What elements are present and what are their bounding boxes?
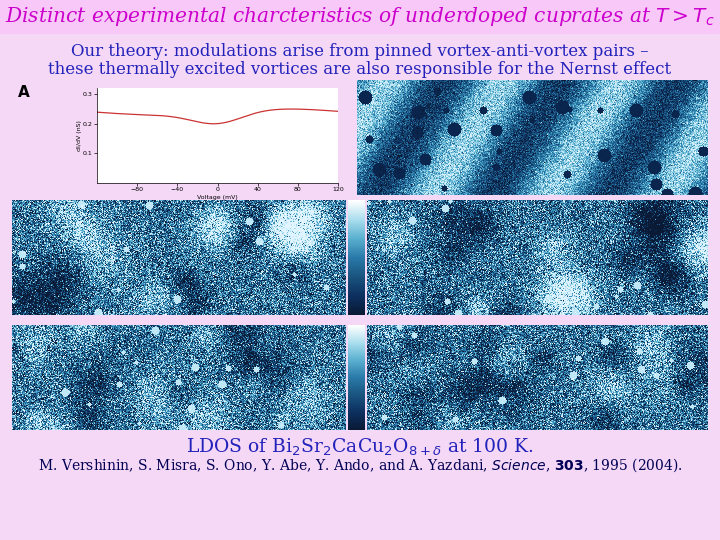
Text: 24 mV: 24 mV [671, 300, 703, 310]
Text: 41 mV: 41 mV [312, 300, 343, 310]
Y-axis label: dI/dV (nS): dI/dV (nS) [76, 120, 81, 151]
Text: LDOS of Bi$_2$Sr$_2$CaCu$_2$O$_{8+\delta}$ at 100 K.: LDOS of Bi$_2$Sr$_2$CaCu$_2$O$_{8+\delta… [186, 436, 534, 458]
Text: 150 pS: 150 pS [313, 205, 345, 214]
X-axis label: Voltage (mV): Voltage (mV) [197, 195, 238, 200]
Text: F: F [372, 330, 382, 345]
Text: 12 mV: 12 mV [311, 415, 343, 425]
Text: M. Vershinin, S. Misra, S. Ono, Y. Abe, Y. Ando, and A. Yazdani, $\it{Science}$,: M. Vershinin, S. Misra, S. Ono, Y. Abe, … [37, 456, 683, 474]
Text: E: E [17, 330, 27, 345]
Text: A: A [18, 85, 30, 100]
Text: 6 mV: 6 mV [678, 415, 703, 425]
Text: C: C [17, 205, 28, 220]
Text: B: B [362, 85, 374, 100]
Text: 35 pS: 35 pS [319, 291, 345, 300]
Bar [0, 0, 720, 34]
Text: 10 nm: 10 nm [374, 102, 383, 129]
Text: D: D [372, 205, 384, 220]
Text: Our theory: modulations arise from pinned vortex-anti-vortex pairs –: Our theory: modulations arise from pinne… [71, 44, 649, 60]
Text: Distinct experimental charcteristics of underdoped cuprates at $T > T_c$: Distinct experimental charcteristics of … [5, 5, 715, 29]
Text: these thermally excited vortices are also responsible for the Nernst effect: these thermally excited vortices are als… [48, 60, 672, 78]
